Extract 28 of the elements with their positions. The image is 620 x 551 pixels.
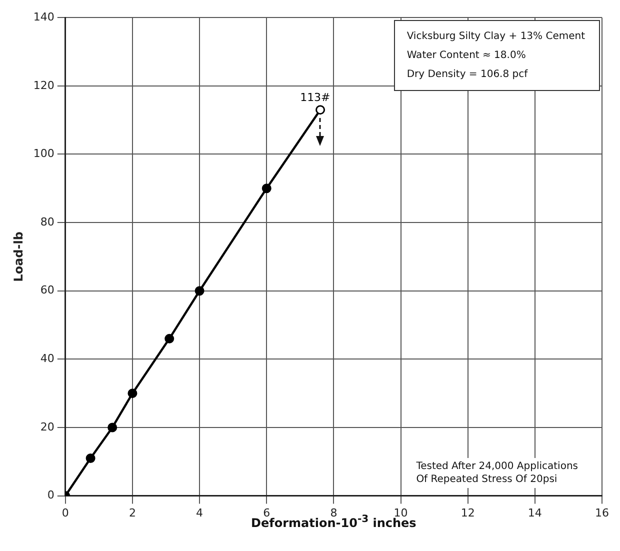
y-tick-label: 20 xyxy=(40,420,54,434)
y-axis-title: Load-lb xyxy=(11,231,26,282)
x-tick-label: 0 xyxy=(62,506,69,520)
x-tick-label: 14 xyxy=(528,506,542,520)
point xyxy=(316,105,326,115)
x-tick-label: 8 xyxy=(330,506,338,520)
y-tick-label: 140 xyxy=(33,10,54,24)
x-tick-label: 12 xyxy=(460,506,475,520)
annotation: Dry Density = 106.8 pcf xyxy=(406,68,529,82)
annotation: Vicksburg Silty Clay + 13% Cement xyxy=(406,30,586,44)
y-tick-label: 0 xyxy=(47,488,54,502)
y-tick-label: 120 xyxy=(33,78,54,92)
point xyxy=(262,184,272,194)
point xyxy=(164,334,174,344)
x-tick-label: 4 xyxy=(196,506,204,520)
point xyxy=(86,453,96,463)
annotation: Tested After 24,000 Applications Of Repeated Stress Of 20psi xyxy=(416,460,578,486)
x-tick-label: 16 xyxy=(595,506,609,520)
point xyxy=(128,388,138,398)
annotation: Water Content ≈ 18.0% xyxy=(406,48,527,63)
point xyxy=(194,286,204,296)
x-tick-label: 2 xyxy=(128,506,136,520)
point xyxy=(108,422,118,432)
y-tick-label: 80 xyxy=(40,215,54,228)
y-tick-label: 40 xyxy=(40,352,54,366)
y-tick-label: 60 xyxy=(40,284,54,297)
y-tick-label: 100 xyxy=(33,147,54,160)
annotation: 113# xyxy=(300,90,330,104)
